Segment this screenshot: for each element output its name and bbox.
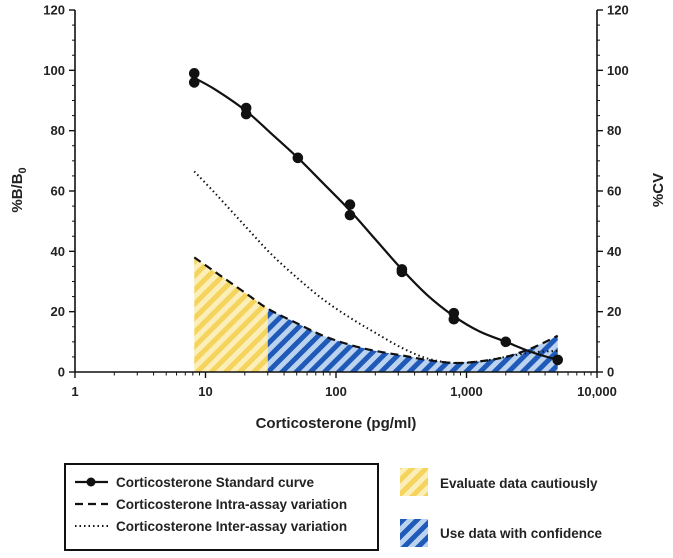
standard-point: [240, 108, 252, 120]
y2-tick-label: 20: [607, 304, 621, 319]
x-tick-label: 100: [325, 384, 347, 399]
x-tick-label: 10,000: [577, 384, 617, 399]
standard-point: [188, 77, 200, 88]
y2-axis-title: %CV: [650, 173, 667, 207]
y-tick-label: 0: [58, 365, 65, 380]
y-tick-label: 100: [43, 63, 65, 78]
intra-assay-line: [193, 256, 559, 365]
legend-border: [64, 463, 379, 551]
shaded-regions: [194, 257, 558, 372]
caution-swatch: [400, 468, 428, 496]
legend-standard-label: Corticosterone Standard curve: [116, 475, 315, 490]
y-tick-label: 20: [51, 304, 65, 319]
legend-standard-marker: [86, 477, 96, 487]
y2-tick-label: 100: [607, 63, 629, 78]
y2-tick-label: 120: [607, 3, 629, 18]
y-axis-title: %B/B0: [9, 167, 29, 212]
y-tick-label: 40: [51, 244, 65, 259]
standard-point: [188, 68, 200, 79]
standard-point: [344, 209, 356, 221]
standard-point: [292, 152, 304, 164]
region-confidence: [267, 308, 558, 372]
caution-label: Evaluate data cautiously: [440, 476, 598, 491]
y-tick-label: 120: [43, 3, 65, 18]
y-tick-label: 80: [51, 123, 65, 138]
standard-point: [552, 354, 564, 366]
confidence-label: Use data with confidence: [440, 526, 603, 541]
legend-item-standard: Corticosterone Standard curve: [75, 475, 315, 490]
legend-intra-label: Corticosterone Intra-assay variation: [116, 497, 347, 512]
legend-item-inter: Corticosterone Inter-assay variation: [75, 519, 347, 534]
legend-swatch-confidence: Use data with confidence: [400, 519, 603, 547]
y-axis-title-subscript: 0: [17, 167, 29, 173]
y-axis-title-main: %B/B: [9, 173, 26, 212]
y2-tick-label: 60: [607, 184, 621, 199]
legend-box: Corticosterone Standard curve Corticoste…: [64, 463, 379, 551]
standard-point: [448, 313, 460, 325]
series-lines: [193, 76, 559, 365]
confidence-swatch: [400, 519, 428, 547]
legend-item-intra: Corticosterone Intra-assay variation: [75, 497, 347, 512]
x-axis-title: Corticosterone (pg/ml): [256, 415, 417, 432]
legend-inter-label: Corticosterone Inter-assay variation: [116, 519, 347, 534]
legend-swatch-caution: Evaluate data cautiously: [400, 468, 598, 496]
standard-point: [396, 266, 408, 278]
standard-curve-line: [193, 76, 559, 361]
x-tick-label: 1,000: [450, 384, 483, 399]
y-tick-label: 60: [51, 184, 65, 199]
y2-tick-label: 80: [607, 123, 621, 138]
standard-point: [500, 336, 512, 348]
region-caution: [194, 257, 268, 372]
inter-assay-line: [193, 170, 558, 365]
x-tick-label: 1: [71, 384, 78, 399]
standard-point: [344, 199, 356, 210]
x-tick-label: 10: [198, 384, 212, 399]
y2-tick-label: 0: [607, 365, 614, 380]
standard-points: [188, 68, 564, 366]
y2-tick-label: 40: [607, 244, 621, 259]
